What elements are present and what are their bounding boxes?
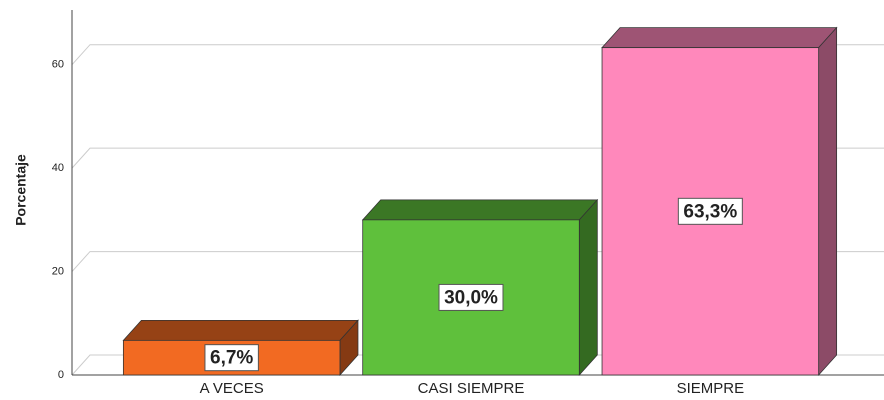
value-label-box [204, 344, 259, 372]
bar-side [578, 198, 598, 377]
y-tick-label: 0 [58, 369, 64, 381]
y-tick-label: 40 [52, 162, 64, 174]
value-label: 30,0% [444, 287, 498, 308]
value-label: 63,3% [683, 201, 737, 222]
x-tick-label: CASI SIEMPRE [418, 380, 525, 397]
bar-top [601, 27, 838, 49]
value-label-box [438, 283, 504, 311]
x-tick-label: A VECES [200, 380, 264, 397]
bar-top [361, 199, 599, 221]
y-axis-label: Porcentaje [13, 154, 29, 226]
y-tick-label: 60 [52, 59, 64, 71]
bar-side [818, 26, 838, 377]
value-label: 6,7% [210, 348, 253, 369]
y-tick-label: 20 [52, 265, 64, 277]
bar-top [122, 319, 359, 341]
x-tick-label: SIEMPRE [677, 380, 745, 397]
value-label-box [677, 197, 743, 225]
